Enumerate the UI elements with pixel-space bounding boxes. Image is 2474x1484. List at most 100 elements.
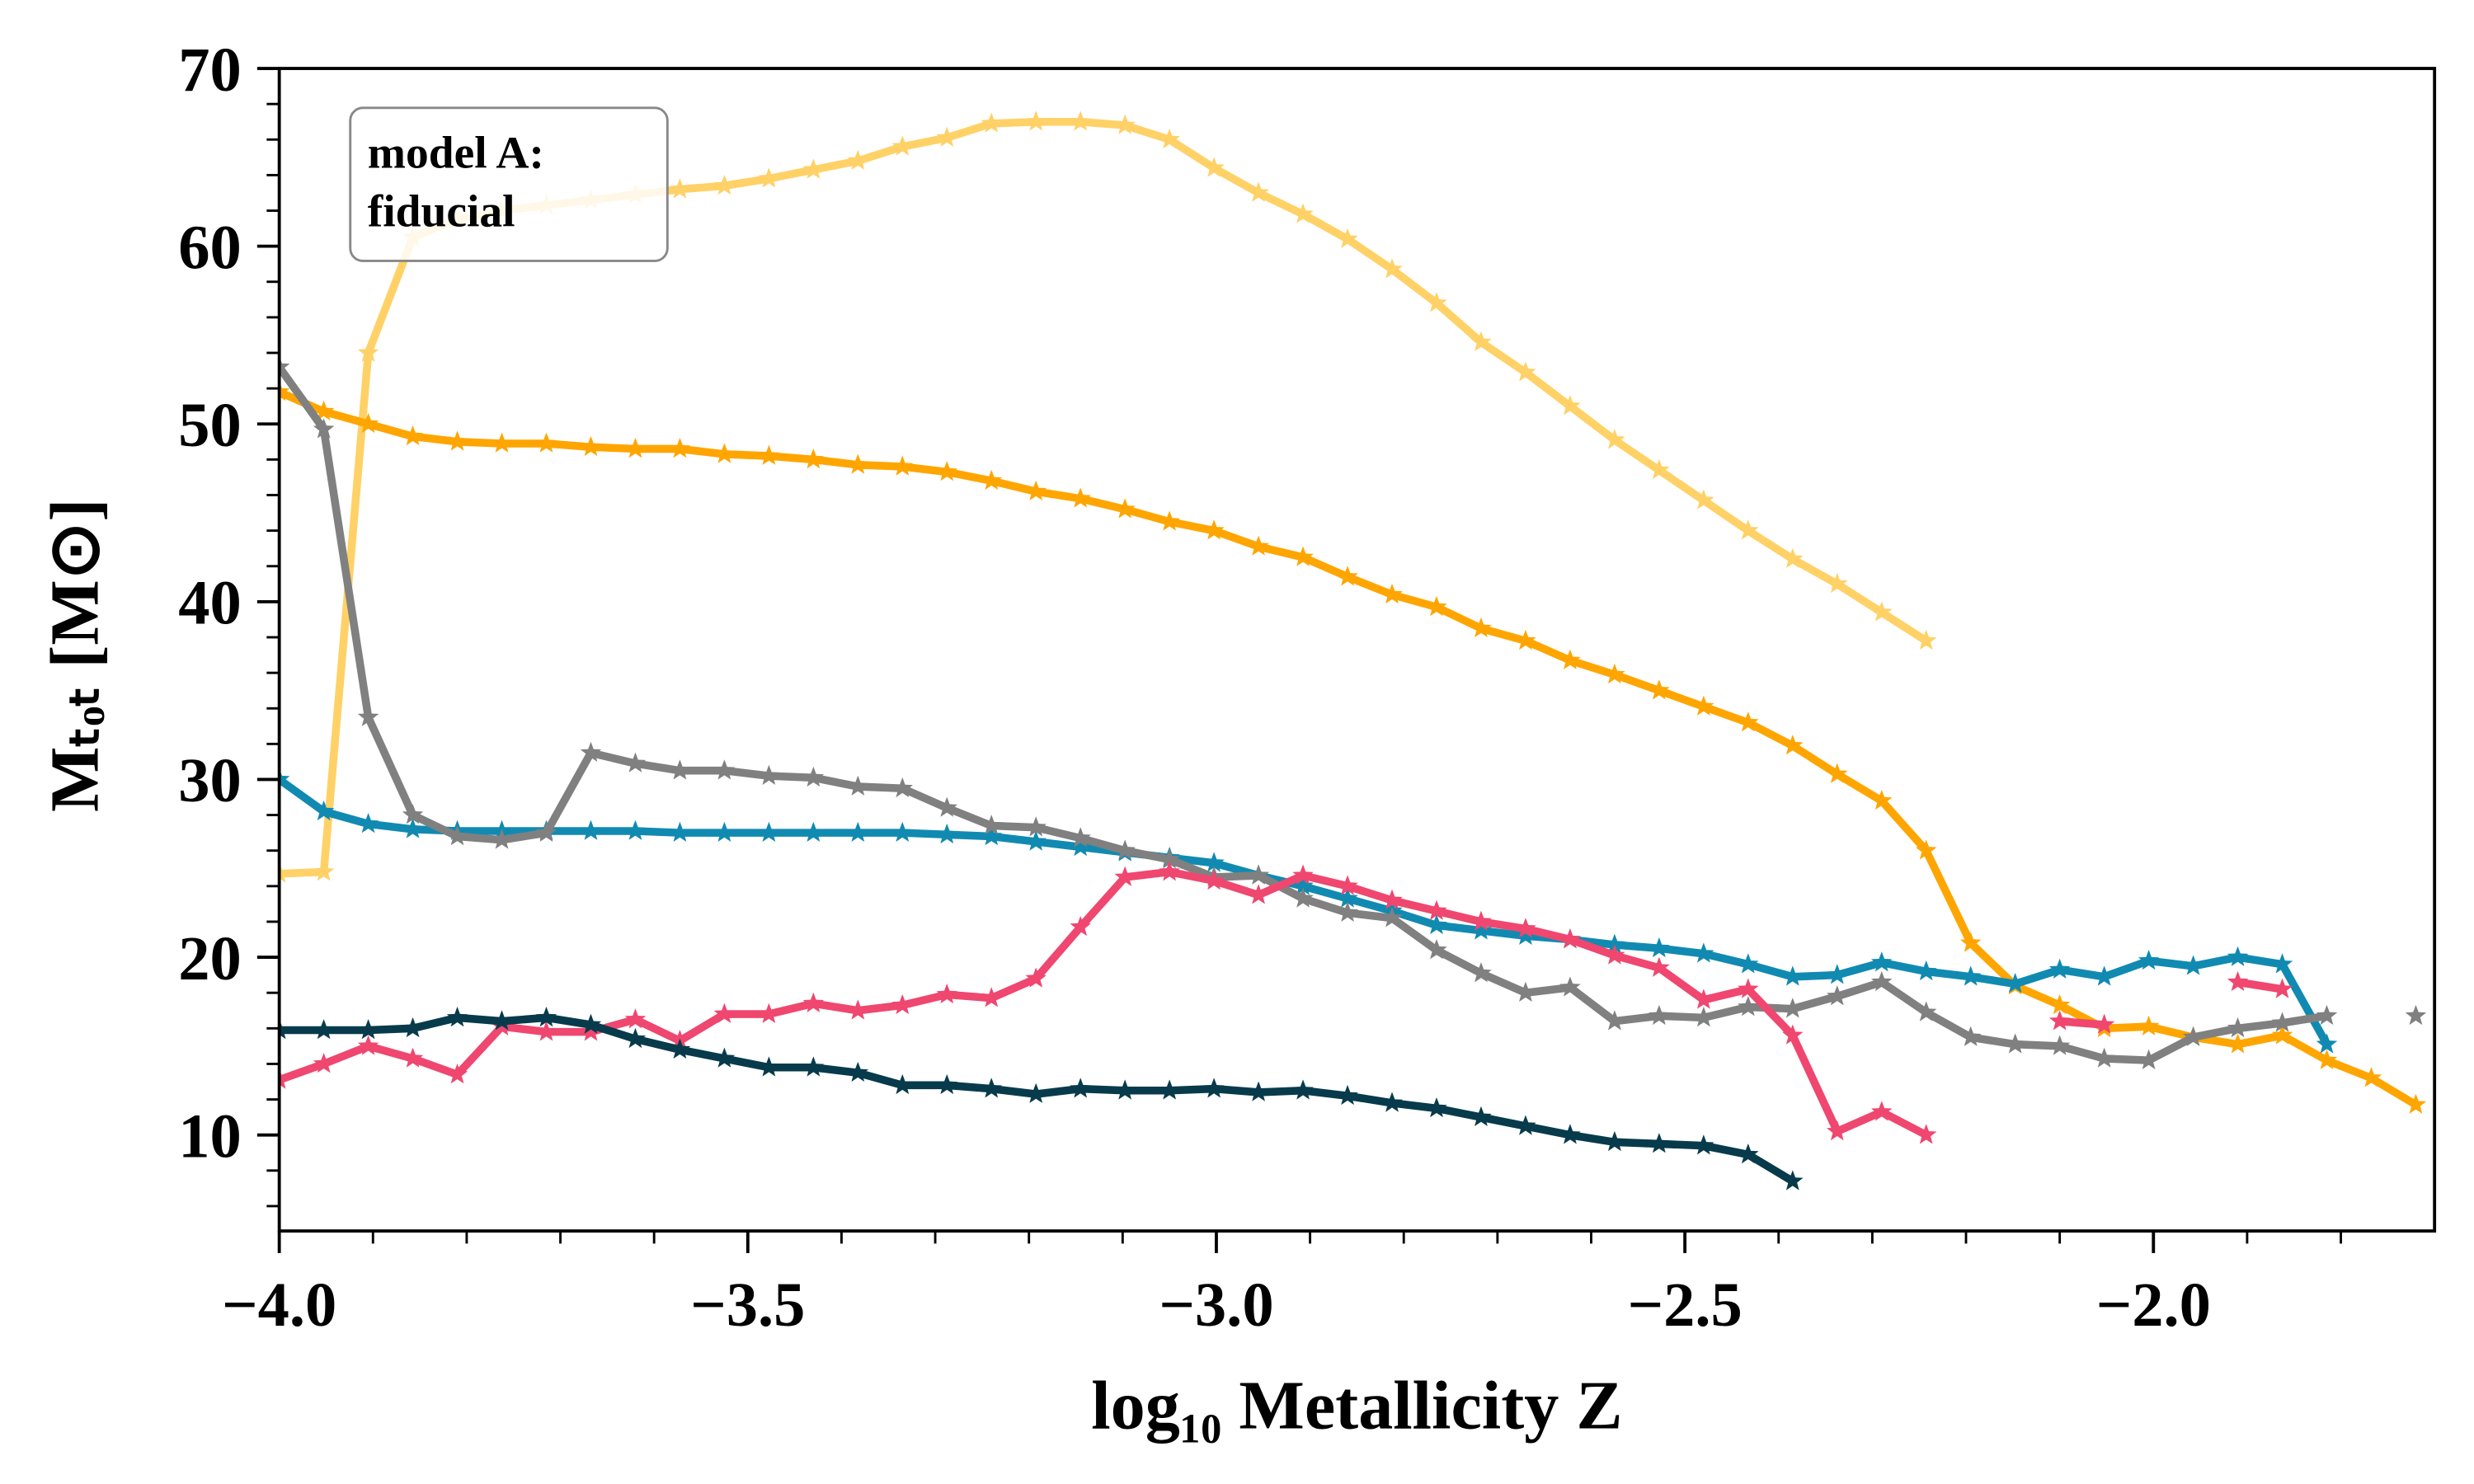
- point-marker: [624, 438, 647, 458]
- point-marker: [2004, 973, 2026, 993]
- point-marker: [1070, 487, 1091, 508]
- point-marker: [1827, 964, 1848, 984]
- point-marker: [1070, 110, 1091, 131]
- point-marker: [891, 135, 914, 156]
- point-marker: [1782, 735, 1804, 755]
- point-marker: [891, 993, 914, 1015]
- point-marker: [1604, 1130, 1625, 1152]
- point-marker: [1292, 864, 1314, 885]
- point-marker: [981, 815, 1002, 835]
- point-marker: [1248, 1081, 1269, 1101]
- point-marker: [1114, 114, 1136, 134]
- point-marker: [981, 825, 1002, 846]
- point-marker: [2271, 978, 2293, 998]
- point-marker: [981, 112, 1002, 133]
- point-marker: [891, 1073, 914, 1095]
- point-marker: [936, 796, 958, 817]
- point-marker: [402, 425, 424, 446]
- point-marker: [357, 1035, 379, 1055]
- point-marker: [936, 823, 958, 844]
- point-marker: [1738, 978, 1759, 998]
- point-marker: [313, 800, 335, 821]
- point-marker: [1559, 928, 1581, 949]
- point-marker: [1693, 1134, 1714, 1155]
- point-marker: [313, 1053, 335, 1073]
- point-marker: [1292, 546, 1314, 566]
- point-marker: [891, 777, 914, 798]
- point-marker: [2048, 1035, 2071, 1055]
- point-marker: [2227, 1017, 2249, 1038]
- series-line: [2059, 1017, 2105, 1029]
- point-marker: [624, 1027, 647, 1049]
- point-marker: [1470, 331, 1492, 351]
- point-marker: [279, 381, 290, 402]
- point-marker: [1203, 519, 1225, 540]
- point-marker: [279, 768, 290, 789]
- point-marker: [491, 829, 513, 849]
- point-marker: [981, 1078, 1002, 1098]
- point-marker: [1025, 1082, 1047, 1103]
- point-marker: [279, 1019, 290, 1040]
- series-line: [279, 364, 2328, 1064]
- point-marker: [1782, 547, 1804, 568]
- point-marker: [1426, 292, 1447, 312]
- point-marker: [1559, 976, 1581, 997]
- point-marker: [2048, 993, 2071, 1015]
- point-marker: [1025, 830, 1047, 851]
- point-marker: [2138, 1049, 2160, 1069]
- point-marker: [713, 443, 736, 463]
- point-marker: [1070, 827, 1091, 848]
- point-marker: [1426, 899, 1447, 920]
- point-marker: [491, 1010, 513, 1031]
- point-marker: [2227, 946, 2249, 966]
- point-marker: [402, 818, 424, 838]
- point-marker: [357, 812, 379, 834]
- point-marker: [802, 158, 825, 179]
- point-marker: [1870, 951, 1893, 972]
- point-marker: [1870, 601, 1893, 622]
- point-marker: [402, 1047, 424, 1068]
- point-marker: [535, 1006, 557, 1027]
- point-marker: [1337, 1084, 1358, 1106]
- point-marker: [535, 432, 557, 453]
- point-marker: [1738, 996, 1759, 1017]
- point-marker: [669, 438, 691, 458]
- point-marker: [758, 764, 780, 785]
- point-marker: [2316, 1004, 2338, 1026]
- point-marker: [1827, 985, 1848, 1006]
- point-marker: [446, 430, 468, 451]
- point-marker: [802, 821, 825, 842]
- point-marker: [1959, 932, 1982, 952]
- point-marker: [491, 432, 513, 453]
- point-marker: [1515, 918, 1536, 938]
- point-marker: [1292, 203, 1314, 223]
- axes-frame: [277, 67, 2437, 1233]
- point-marker: [847, 821, 869, 842]
- point-marker: [1515, 924, 1536, 946]
- point-marker: [891, 821, 914, 842]
- point-marker: [624, 752, 647, 773]
- point-marker: [1649, 956, 1670, 977]
- point-marker: [402, 1017, 424, 1038]
- point-marker: [2271, 1012, 2293, 1032]
- point-marker: [1248, 884, 1269, 904]
- point-marker: [847, 999, 869, 1020]
- point-marker: [1114, 839, 1136, 860]
- point-marker: [758, 1056, 780, 1077]
- point-marker: [2004, 1033, 2026, 1054]
- point-marker: [1915, 839, 1937, 860]
- point-marker: [2093, 965, 2115, 986]
- x-axis-label: log₁₀ Metallicity Z: [1091, 1367, 1622, 1444]
- point-marker: [580, 1021, 602, 1041]
- point-marker: [1515, 1115, 1536, 1135]
- point-marker: [981, 469, 1002, 491]
- point-marker: [1070, 1078, 1091, 1098]
- point-marker: [1248, 181, 1269, 202]
- point-marker: [891, 455, 914, 476]
- point-marker: [279, 1068, 290, 1089]
- point-marker: [2316, 1033, 2338, 1054]
- point-marker: [1292, 887, 1314, 908]
- point-marker: [1426, 595, 1447, 617]
